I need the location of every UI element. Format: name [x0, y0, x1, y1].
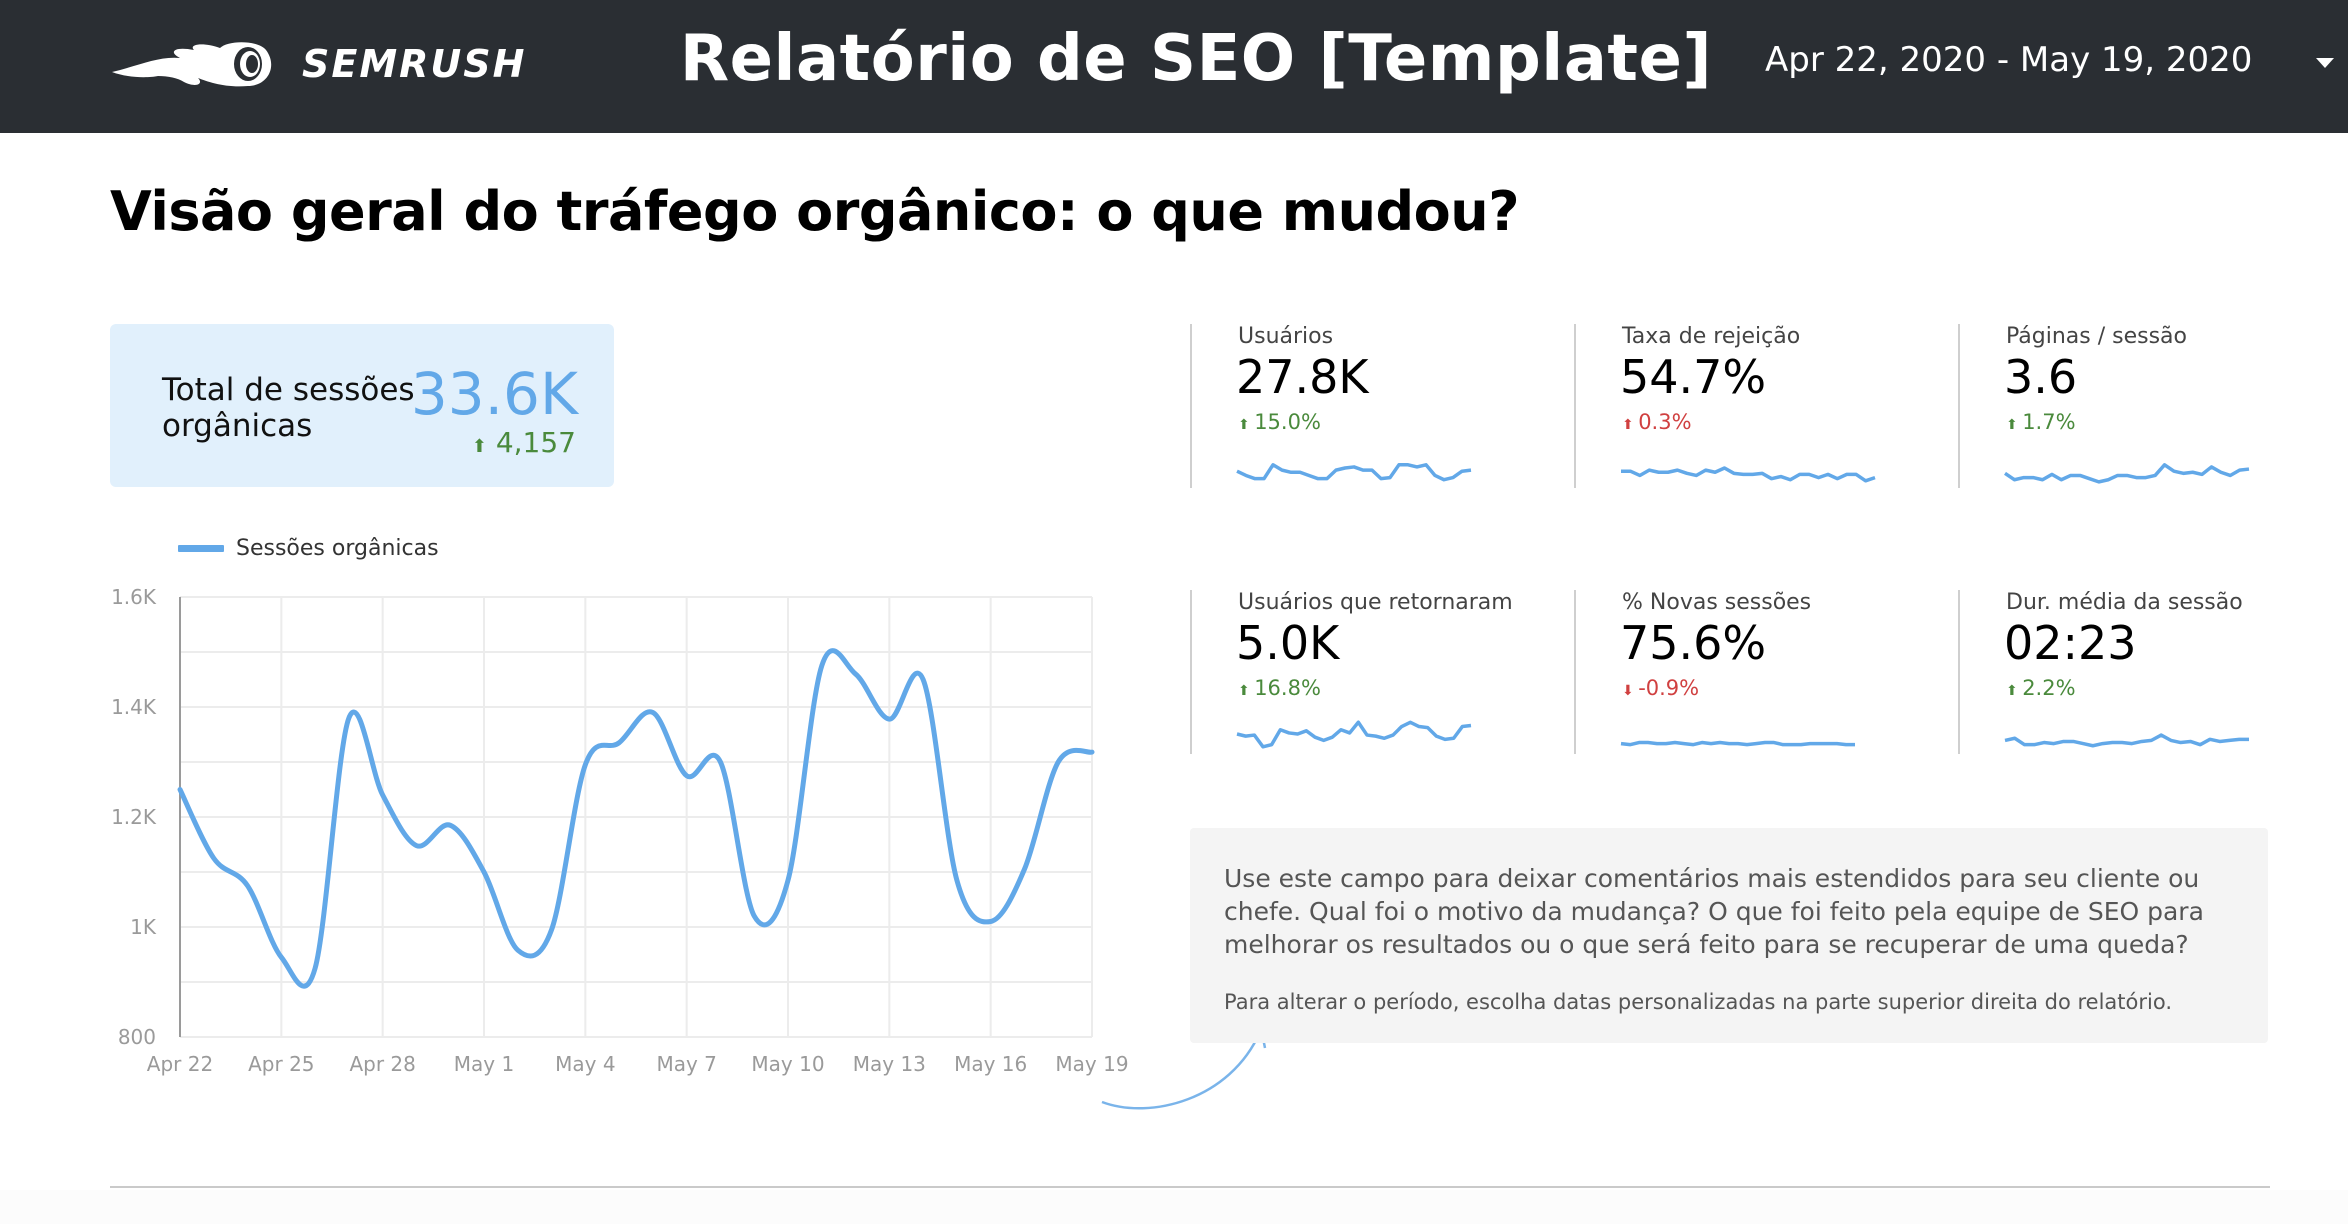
- scorecard-label: Total de sessões orgânicas: [162, 372, 415, 444]
- divider: [110, 1186, 2270, 1188]
- x-tick-label: May 1: [454, 1052, 514, 1076]
- kpi-pages-per-session: Páginas / sessão 3.6 ⬆ 1.7%: [1958, 324, 2298, 492]
- y-tick-label: 1.2K: [111, 805, 157, 829]
- sparkline: [2004, 463, 2250, 484]
- kpi-divider: [1190, 324, 1192, 488]
- report-title: Relatório de SEO [Template]: [679, 22, 1713, 96]
- kpi-delta: ⬆ 0.3%: [1622, 410, 1692, 434]
- kpi-divider: [1958, 590, 1960, 754]
- series-line-organic-sessions: [177, 648, 1095, 989]
- x-tick-label: Apr 22: [147, 1052, 213, 1076]
- legend-swatch: [178, 545, 224, 552]
- kpi-divider: [1190, 590, 1192, 754]
- kpi-value: 02:23: [2004, 616, 2137, 670]
- semrush-logo: SEMRUSH: [108, 36, 526, 92]
- sparkline: [2004, 733, 2249, 748]
- sparkline: [1621, 466, 1876, 483]
- total-sessions-scorecard: Total de sessões orgânicas 33.6K ⬆ 4,157: [110, 324, 614, 487]
- arrow-up-icon: ⬆: [1622, 417, 1639, 433]
- sparkline: [1620, 740, 1855, 747]
- arrow-down-icon: ⬇: [1622, 683, 1639, 699]
- kpi-users: Usuários 27.8K ⬆ 15.0%: [1190, 324, 1530, 492]
- kpi-label: Páginas / sessão: [2006, 324, 2187, 349]
- kpi-label: % Novas sessões: [1622, 590, 1812, 615]
- arrow-up-icon: ⬆: [471, 436, 487, 457]
- kpi-label: Dur. média da sessão: [2006, 590, 2243, 615]
- comment-box[interactable]: Use este campo para deixar comentários m…: [1190, 828, 2268, 1043]
- date-range-picker[interactable]: Apr 22, 2020 - May 19, 2020: [1765, 40, 2253, 80]
- arrow-up-icon: ⬆: [2006, 683, 2023, 699]
- report-header: SEMRUSH Relatório de SEO [Template] Apr …: [0, 0, 2348, 133]
- kpi-delta: ⬆ 16.8%: [1238, 676, 1321, 700]
- kpi-value: 75.6%: [1620, 616, 1767, 670]
- arrow-up-icon: ⬆: [1238, 417, 1255, 433]
- comment-text: Use este campo para deixar comentários m…: [1224, 864, 2204, 959]
- scorecard-delta: ⬆ 4,157: [471, 426, 576, 459]
- sparkline: [1236, 463, 1472, 482]
- chevron-down-icon[interactable]: [2316, 58, 2334, 68]
- legend-label: Sessões orgânicas: [236, 536, 439, 561]
- y-tick-label: 1.4K: [111, 695, 157, 719]
- brand-name: SEMRUSH: [302, 42, 527, 86]
- kpi-label: Taxa de rejeição: [1622, 324, 1801, 349]
- kpi-value: 5.0K: [1236, 616, 1340, 670]
- x-tick-label: May 7: [656, 1052, 716, 1076]
- arrow-up-icon: ⬆: [2006, 417, 2023, 433]
- y-tick-label: 1.6K: [111, 585, 157, 609]
- kpi-divider: [1958, 324, 1960, 488]
- sparkline: [1236, 720, 1472, 749]
- kpi-value: 3.6: [2004, 350, 2078, 404]
- scorecard-value: 33.6K: [410, 360, 578, 428]
- kpi-value: 27.8K: [1236, 350, 1369, 404]
- y-tick-label: 1K: [130, 915, 157, 939]
- chart-legend: Sessões orgânicas: [178, 536, 439, 561]
- kpi-returning-users: Usuários que retornaram 5.0K ⬆ 16.8%: [1190, 590, 1530, 758]
- x-tick-label: May 16: [954, 1052, 1027, 1076]
- comment-hint: Para alterar o período, escolha datas pe…: [1224, 990, 2173, 1014]
- x-tick-label: Apr 28: [349, 1052, 415, 1076]
- kpi-bounce-rate: Taxa de rejeição 54.7% ⬆ 0.3%: [1574, 324, 1914, 492]
- x-tick-label: May 19: [1055, 1052, 1128, 1076]
- fireball-icon: [112, 42, 272, 87]
- kpi-divider: [1574, 590, 1576, 754]
- footer-strip: [0, 1190, 2348, 1224]
- y-tick-label: 800: [118, 1025, 156, 1049]
- x-tick-label: May 10: [751, 1052, 824, 1076]
- x-tick-label: Apr 25: [248, 1052, 314, 1076]
- kpi-label: Usuários: [1238, 324, 1334, 349]
- kpi-delta: ⬆ 1.7%: [2006, 410, 2076, 434]
- x-tick-label: May 13: [853, 1052, 926, 1076]
- kpi-new-sessions-pct: % Novas sessões 75.6% ⬇ -0.9%: [1574, 590, 1914, 758]
- kpi-avg-session-duration: Dur. média da sessão 02:23 ⬆ 2.2%: [1958, 590, 2298, 758]
- organic-sessions-line-chart: 800 1K 1.2K 1.4K 1.6K Apr 22 Apr 25 Apr 28 May 1…: [111, 585, 1129, 1076]
- kpi-value: 54.7%: [1620, 350, 1767, 404]
- x-tick-label: May 4: [555, 1052, 615, 1076]
- kpi-delta: ⬇ -0.9%: [1622, 676, 1700, 700]
- kpi-delta: ⬆ 2.2%: [2006, 676, 2076, 700]
- kpi-label: Usuários que retornaram: [1238, 590, 1513, 615]
- kpi-divider: [1574, 324, 1576, 488]
- kpi-delta: ⬆ 15.0%: [1238, 410, 1321, 434]
- section-title: Visão geral do tráfego orgânico: o que m…: [110, 180, 1520, 243]
- arrow-up-icon: ⬆: [1238, 683, 1255, 699]
